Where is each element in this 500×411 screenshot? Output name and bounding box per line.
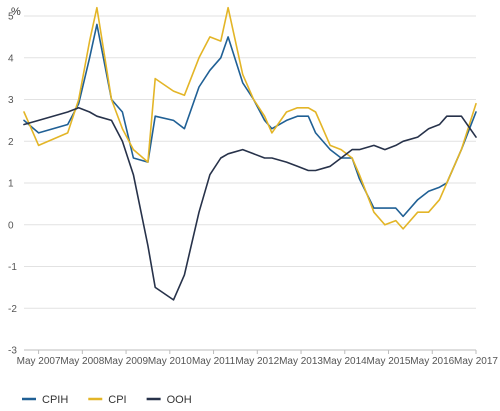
- y-tick-label: -3: [8, 346, 17, 357]
- x-axis: May 2007 May 2008 May 2009 May 2010 May 2011…: [17, 350, 498, 367]
- y-tick-label: 4: [8, 53, 14, 64]
- legend-label: CPI: [108, 394, 126, 406]
- y-axis-unit-label: %: [11, 6, 21, 18]
- legend-label: OOH: [167, 394, 192, 406]
- series-line-cpih: [23, 23, 477, 218]
- y-tick-label: -2: [8, 304, 17, 315]
- x-tick-label: May 2010: [148, 356, 192, 367]
- y-tick-label: 0: [8, 220, 14, 231]
- y-tick-label: 5: [8, 12, 14, 23]
- grid-lines: [24, 15, 476, 351]
- y-tick-label: 1: [8, 179, 14, 190]
- legend: CPIH CPI OOH: [22, 394, 192, 406]
- x-tick-label: May 2015: [367, 356, 411, 367]
- x-tick-label: May 2012: [235, 356, 279, 367]
- x-tick-label: May 2014: [323, 356, 367, 367]
- y-tick-label: 2: [8, 137, 14, 148]
- legend-label: CPIH: [42, 394, 68, 406]
- x-tick-label: May 2016: [410, 356, 454, 367]
- y-tick-label: -1: [8, 262, 17, 273]
- series-line-ooh: [23, 107, 477, 301]
- x-tick-label: May 2007: [17, 356, 61, 367]
- series-line-cpi: [23, 6, 477, 230]
- x-tick-label: May 2008: [60, 356, 104, 367]
- y-tick-label: 3: [8, 95, 14, 106]
- y-axis: 5 4 3 2 1 0 -1 -2 -3: [8, 12, 17, 357]
- x-tick-label: May 2013: [279, 356, 323, 367]
- series-lines: [23, 6, 477, 301]
- x-tick-label: May 2011: [192, 356, 236, 367]
- x-tick-label: May 2009: [104, 356, 148, 367]
- x-tick-label: May 2017: [454, 356, 498, 367]
